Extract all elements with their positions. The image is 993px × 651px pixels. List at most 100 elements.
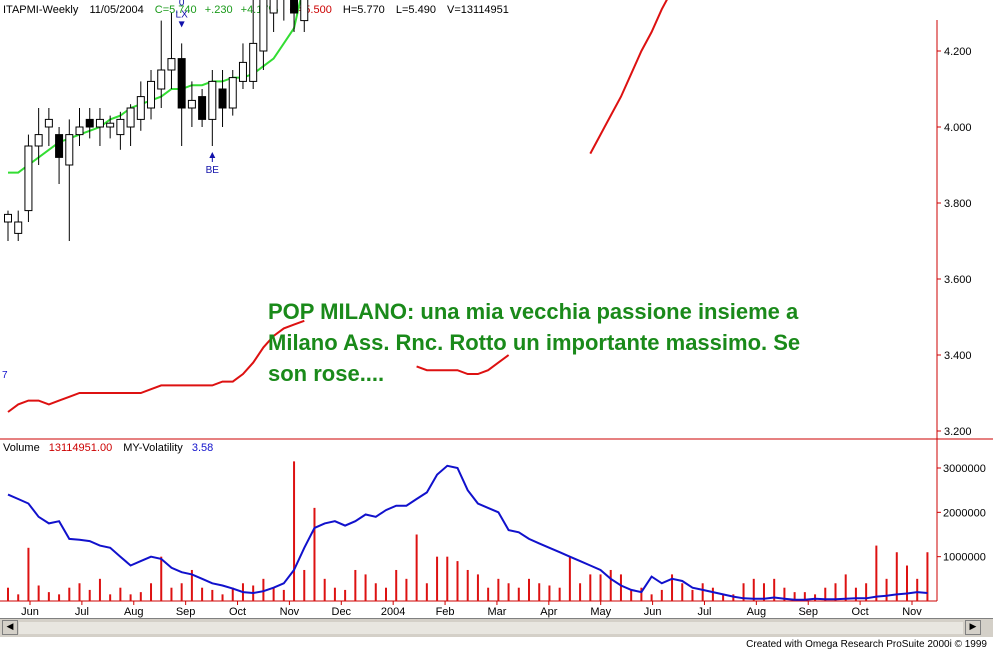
candle-body [238,61,247,82]
candle [290,0,299,32]
volume-tick-label: 3000000 [943,463,986,475]
candle-body [126,107,135,128]
date-tick-label: Sep [798,606,818,618]
candle [126,104,135,146]
date-tick-label: Apr [540,606,557,618]
candle [106,115,115,139]
candle-body [116,118,125,136]
candle-body [228,77,237,109]
candle [55,127,64,184]
signal-be: BE [206,152,220,176]
candle [44,108,53,146]
candle-body [85,118,94,128]
candle [4,210,12,241]
candle [95,108,104,146]
price-tick-label: 4.000 [944,122,972,134]
candle [269,0,278,32]
candle [167,13,176,89]
candle [34,108,43,165]
date-tick-label: Feb [436,606,455,618]
date-tick-label: Jul [697,606,711,618]
volume-axis: 1000000 2000000 3000000 [937,463,986,564]
candle [238,43,247,89]
date-tick-label: Jul [75,606,89,618]
signal-lx: 0LX [176,0,189,28]
candle-body [157,69,166,90]
header-change: +.230 [205,4,233,16]
date-axis-labels: Jun Jul Aug Sep Oct Nov Dec 2004 Feb Mar Apr May Jun… [21,601,922,618]
candle-body [75,126,84,136]
candle-body [4,213,12,223]
date-tick-label: Nov [280,606,300,618]
volatility-value: 3.58 [192,442,213,454]
header-volume: V=13114951 [447,4,509,16]
header-open: O=5.500 [289,4,332,16]
band-segment [589,0,668,155]
date-tick-label: Aug [124,606,144,618]
candle-body [259,0,268,52]
signal-arrow-down-icon [178,21,185,28]
band-segment [7,319,305,413]
candle-body [106,122,115,128]
band-segment [416,354,510,375]
candle [249,0,258,89]
candle [218,70,227,127]
volume-label: Volume [3,442,40,454]
volume-tick-label: 2000000 [943,507,986,519]
scroll-left-button[interactable]: ◀ [2,620,18,635]
price-tick-label: 3.200 [944,426,972,438]
date-tick-label: Dec [332,606,352,618]
date-tick-label: May [590,606,611,618]
candle [157,20,166,108]
candle-body [167,58,176,71]
date-tick-label: Sep [176,606,196,618]
date-tick-label: Jun [644,606,662,618]
band-lines [7,0,668,413]
scroll-right-button[interactable]: ▶ [965,620,981,635]
candle-body [55,134,64,158]
candle-body [147,80,156,109]
header-close: C=5.740 [155,4,197,16]
chart-background [0,0,993,618]
signal-arrow-up-icon [209,152,216,158]
candle-body [187,99,196,109]
horizontal-scrollbar[interactable]: ◀ ▶ [0,618,993,637]
candle [24,134,33,222]
signal-label: LX [176,9,189,20]
candlesticks [4,0,309,241]
annotation-line-3: son rose.... [268,361,385,386]
candle-body [290,0,299,14]
candle [14,210,23,241]
volume-bars [7,461,929,601]
trade-signals: 0LXBE0LXBE [176,0,220,176]
candle [198,89,207,127]
chart-annotation: POP MILANO: una mia vecchia passione ins… [268,296,908,389]
price-tick-label: 3.800 [944,198,972,210]
header-symbol: ITAPMI-Weekly [3,4,79,16]
volatility-label: MY-Volatility [123,442,183,454]
volume-value: 13114951.00 [49,442,112,454]
candle-body [34,134,43,147]
price-axis: 3.2003.4003.6003.8004.0004.2004.4004.600… [937,46,972,438]
candle-body [136,96,145,120]
lower-header: Volume 13114951.00 MY-Volatility 3.58 [3,442,213,454]
date-tick-label: Aug [747,606,767,618]
candle [65,119,74,241]
candle-body [208,80,217,120]
candle [187,81,196,127]
signal-count: 0 [179,0,185,8]
price-tick-label: 3.400 [944,350,972,362]
candle [300,0,309,32]
candle-body [24,145,33,212]
scroll-track[interactable] [19,622,963,634]
header-high: H=5.770 [343,4,385,16]
date-tick-label: 2004 [381,606,405,618]
candle [136,81,145,131]
signal-label: BE [206,165,220,176]
header-low: L=5.490 [396,4,436,16]
volume-tick-label: 1000000 [943,552,986,564]
candle-body [249,42,258,82]
date-tick-label: Nov [902,606,922,618]
candle-body [95,118,104,128]
